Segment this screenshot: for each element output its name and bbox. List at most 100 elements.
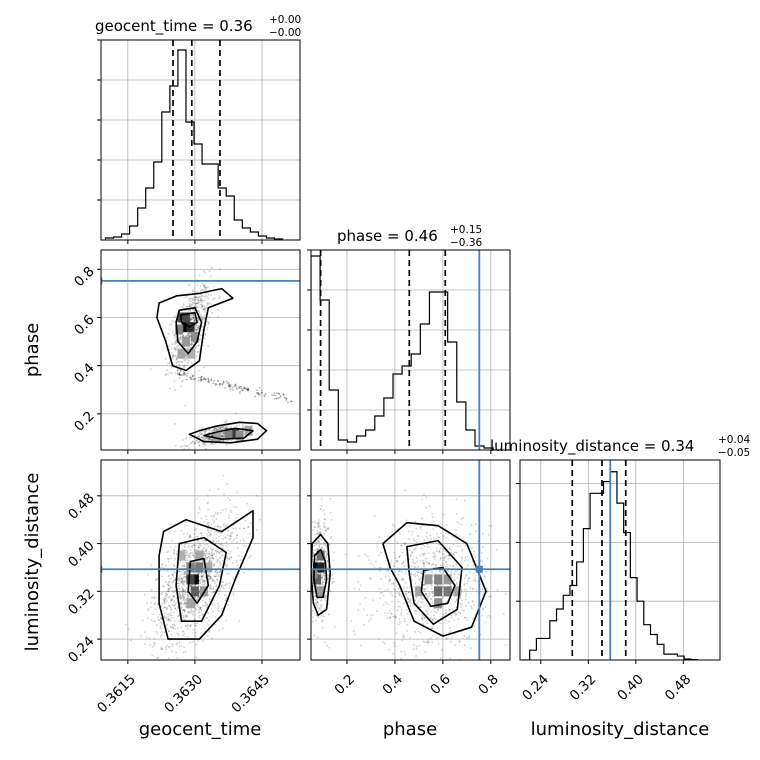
sample-point <box>230 426 232 428</box>
sample-point <box>166 584 169 586</box>
sample-point <box>204 289 207 292</box>
sample-point <box>210 443 212 446</box>
sample-point <box>435 537 438 540</box>
sample-point <box>188 332 190 335</box>
sample-point <box>421 627 424 630</box>
sample-point <box>207 623 210 626</box>
sample-point <box>229 383 232 386</box>
sample-point <box>390 613 393 615</box>
sample-point <box>236 388 238 391</box>
sample-point <box>420 547 423 550</box>
sample-point <box>229 499 232 501</box>
sample-point <box>324 544 327 546</box>
sample-point <box>248 532 251 535</box>
sample-point <box>147 574 150 576</box>
sample-point <box>469 587 472 589</box>
sample-point <box>210 529 213 532</box>
sample-point <box>324 526 327 528</box>
sample-point <box>199 285 202 288</box>
sample-point <box>151 596 154 599</box>
sample-point <box>396 609 399 612</box>
sample-point <box>199 611 201 614</box>
sample-point <box>198 310 200 313</box>
sample-point <box>182 582 185 585</box>
sample-point <box>467 601 470 604</box>
sample-point <box>170 642 173 645</box>
sample-point <box>235 387 238 389</box>
sample-point <box>156 632 159 635</box>
sample-point <box>198 609 200 611</box>
sample-point <box>428 641 430 644</box>
sample-point <box>321 581 324 584</box>
sample-point <box>325 529 328 532</box>
sample-point <box>178 373 181 375</box>
sample-point <box>176 346 178 349</box>
sample-point <box>398 592 401 595</box>
sample-point <box>215 573 218 576</box>
sample-point <box>316 530 319 532</box>
sample-point <box>476 540 479 542</box>
sample-point <box>226 564 229 567</box>
sample-point <box>184 358 187 361</box>
sample-point <box>436 626 439 629</box>
sample-point <box>441 586 444 589</box>
sample-point <box>190 584 193 587</box>
sample-point <box>204 432 207 434</box>
sample-point <box>189 334 192 337</box>
sample-point <box>214 575 217 578</box>
sample-point <box>193 378 195 380</box>
sample-point <box>315 599 318 602</box>
density-cell <box>181 312 190 323</box>
sample-point <box>397 605 400 608</box>
sample-point <box>170 616 173 619</box>
sample-point <box>183 572 185 574</box>
sample-point <box>202 539 204 542</box>
sample-point <box>205 603 207 606</box>
sample-point <box>403 541 406 544</box>
sample-point <box>404 581 407 584</box>
sample-point <box>400 657 403 660</box>
sample-point <box>276 392 278 394</box>
sample-point <box>241 555 244 558</box>
sample-point <box>219 531 222 534</box>
sample-point <box>373 515 376 518</box>
sample-point <box>208 270 211 273</box>
sample-point <box>194 377 197 380</box>
sample-point <box>431 619 434 622</box>
sample-point <box>180 580 183 583</box>
sample-point <box>201 432 203 435</box>
sample-point <box>194 442 197 445</box>
sample-point <box>207 293 210 296</box>
sample-point <box>230 533 232 536</box>
sample-point <box>198 444 201 447</box>
sample-point <box>187 554 190 557</box>
sample-point <box>331 539 334 541</box>
sample-point <box>175 348 178 351</box>
sample-point <box>177 590 180 593</box>
sample-point <box>463 499 466 502</box>
sample-point <box>316 548 319 551</box>
sample-point <box>163 598 166 601</box>
sample-point <box>189 376 191 379</box>
sample-point <box>178 620 180 623</box>
xtick-label-luminosity_distance: 0.48 <box>662 671 695 704</box>
sample-point <box>182 599 185 602</box>
sample-point <box>169 531 172 533</box>
sample-point <box>188 305 191 308</box>
sample-point <box>211 438 214 441</box>
sample-point <box>408 538 411 541</box>
sample-point <box>203 308 205 311</box>
sample-point <box>238 527 241 530</box>
sample-point <box>180 369 182 372</box>
xtick-label-geocent_time: 0.3645 <box>228 671 273 716</box>
sample-point <box>209 438 212 441</box>
sample-point <box>382 594 385 597</box>
sample-point <box>272 394 275 397</box>
sample-point <box>203 285 206 287</box>
sample-point <box>436 584 438 586</box>
sample-point <box>391 600 394 603</box>
tick-marks <box>97 39 684 664</box>
sample-point <box>178 570 180 573</box>
sample-point <box>228 535 231 537</box>
sample-point <box>187 359 190 362</box>
